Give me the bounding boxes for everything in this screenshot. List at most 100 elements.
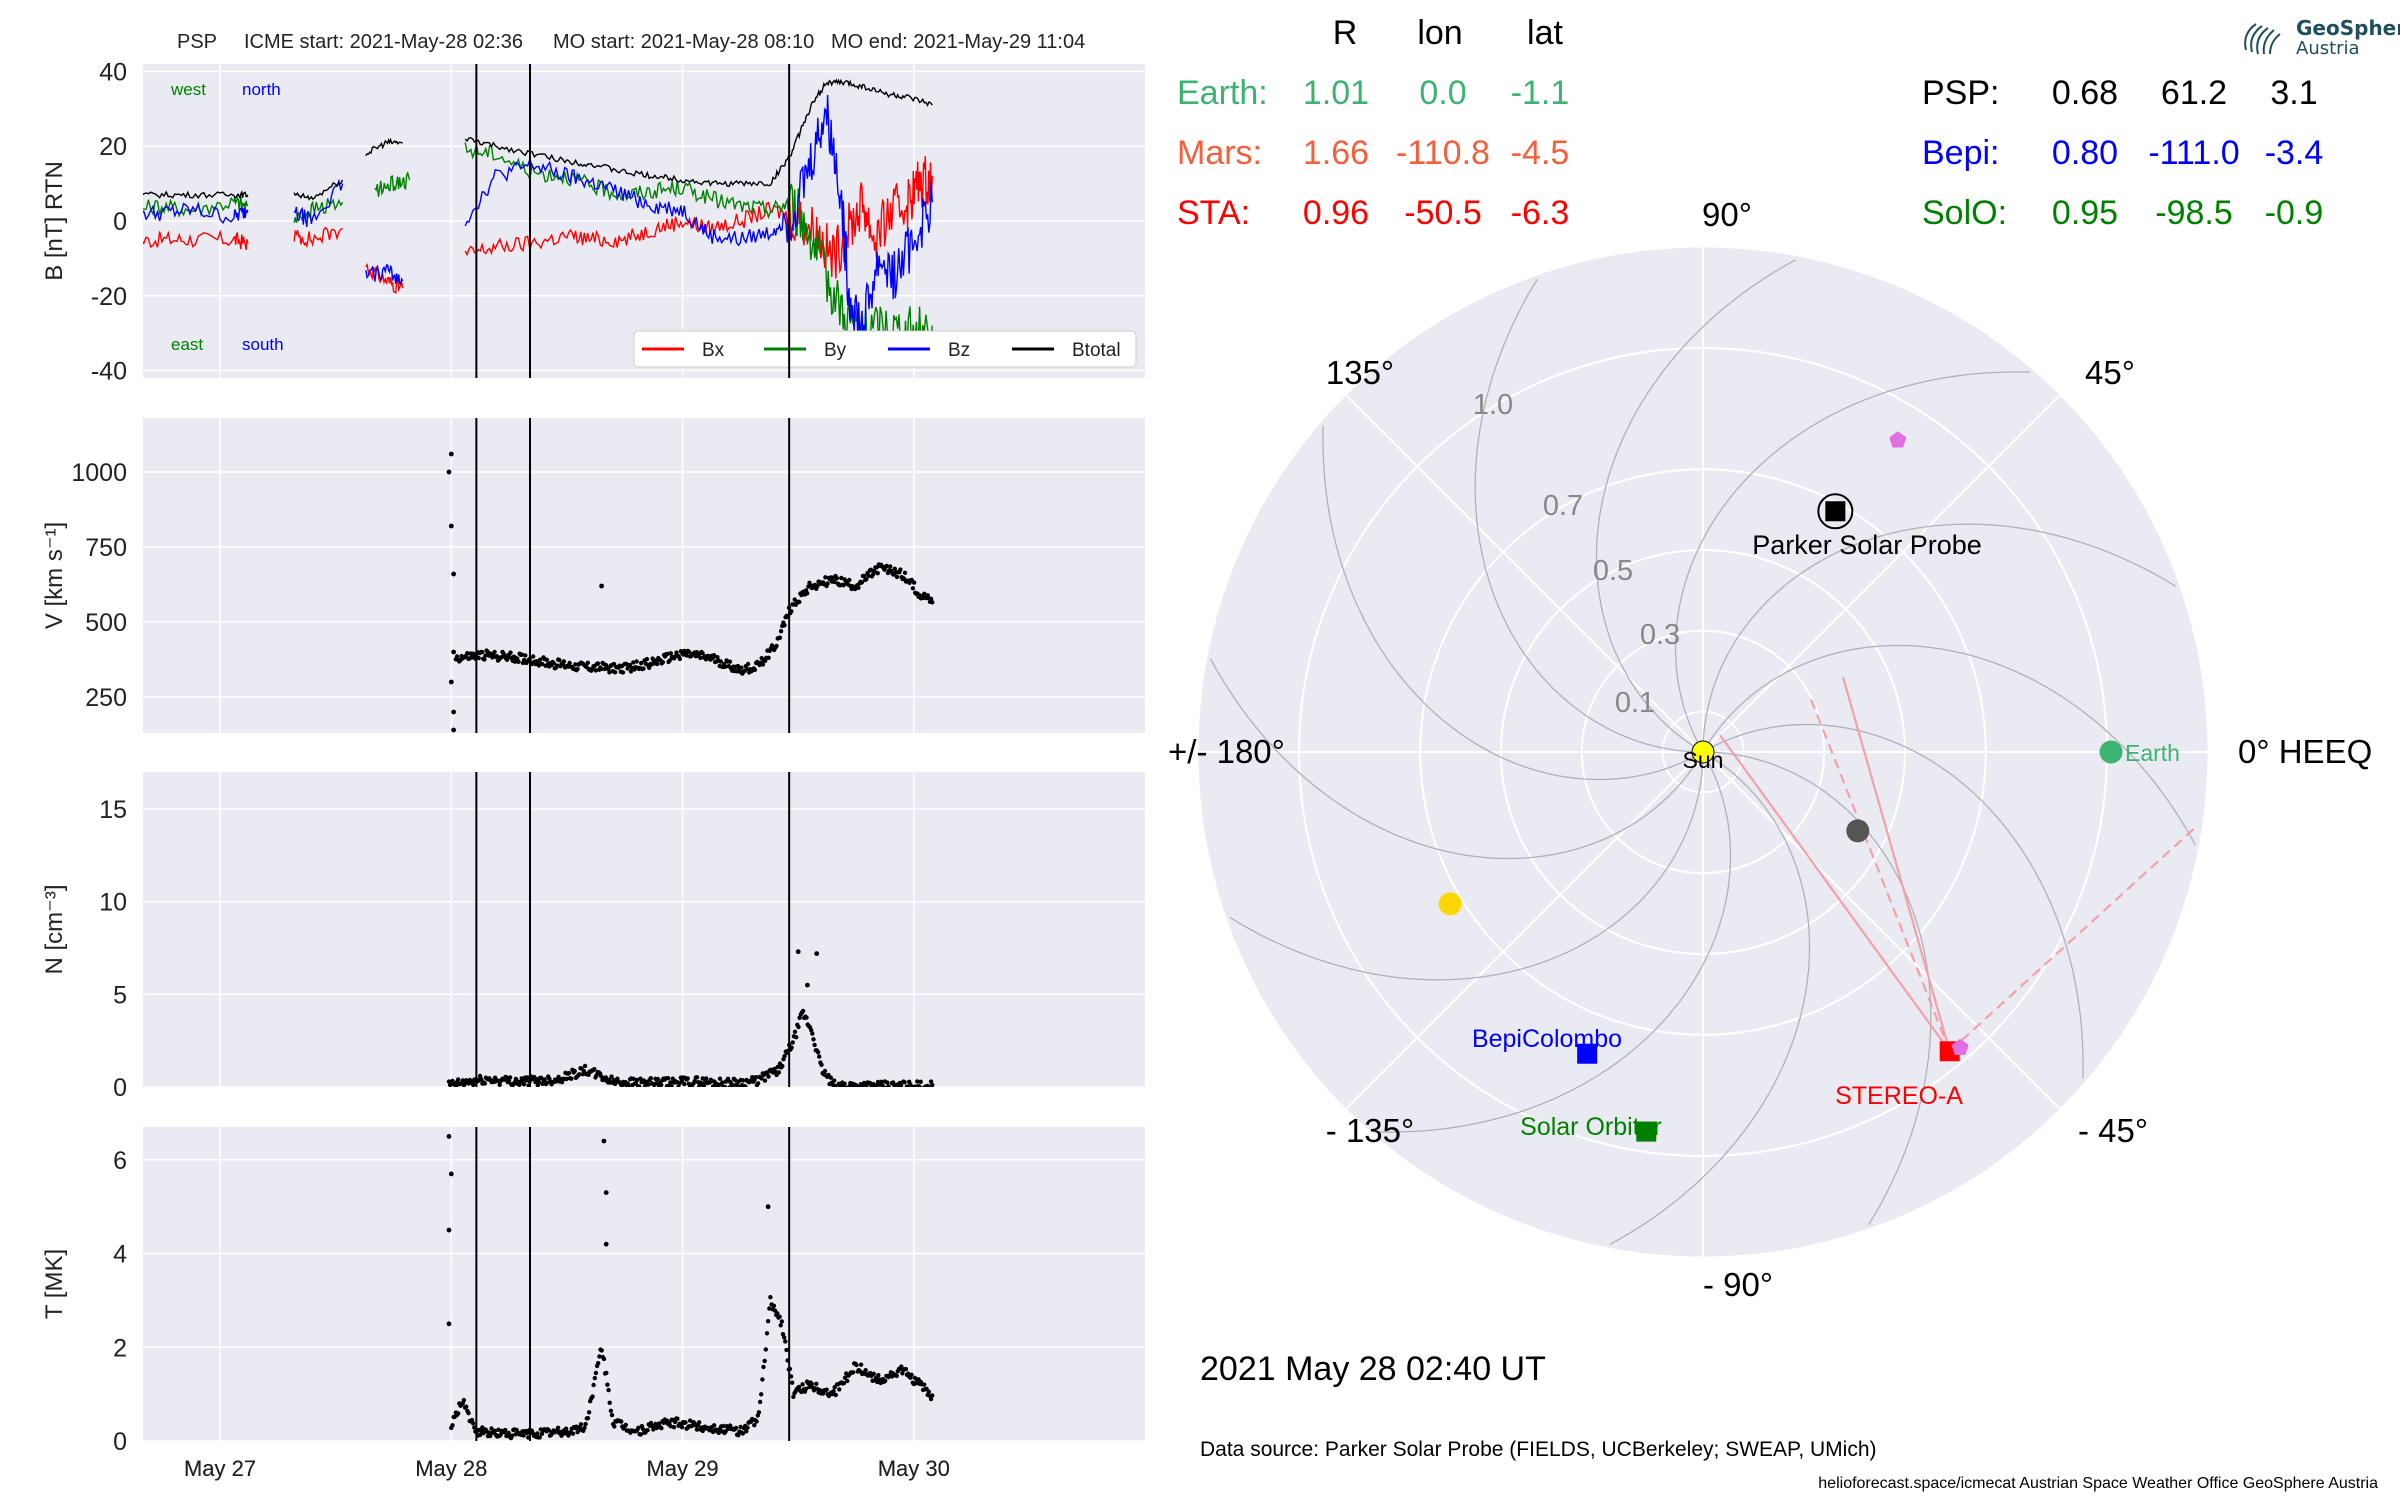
- spiral-line: [1709, 723, 2084, 1079]
- data-point: [503, 1427, 508, 1433]
- row-lat: -0.9: [2265, 194, 2324, 232]
- data-point: [727, 1085, 732, 1087]
- data-point: [679, 1425, 685, 1430]
- data-point: [482, 1081, 487, 1086]
- data-point: [898, 567, 903, 572]
- data-point: [883, 1378, 888, 1384]
- data-point: [874, 1087, 878, 1091]
- y-tick-label: -20: [91, 283, 127, 311]
- data-point: [777, 635, 783, 640]
- data-point: [701, 1083, 707, 1087]
- data-point: [814, 951, 820, 956]
- data-point: [782, 623, 787, 628]
- spiral-line: [1210, 658, 1700, 860]
- data-point: [860, 1088, 864, 1092]
- data-point: [760, 662, 766, 667]
- data-point: [660, 660, 665, 665]
- data-point: [926, 1389, 931, 1394]
- data-point: [906, 1088, 910, 1092]
- data-point: [649, 662, 654, 667]
- legend-label-by: By: [824, 340, 847, 361]
- data-point: [712, 1423, 717, 1428]
- row-lat: -4.5: [1511, 134, 1570, 172]
- data-point: [536, 1079, 542, 1085]
- radial-tick-label: 0.5: [1593, 555, 1633, 587]
- data-point: [790, 1380, 795, 1385]
- data-point: [648, 1076, 653, 1081]
- y-tick-label: 10: [99, 889, 127, 917]
- data-point: [605, 1382, 610, 1387]
- data-point: [665, 651, 670, 657]
- data-point: [872, 568, 877, 574]
- data-point: [717, 1076, 723, 1081]
- data-point: [740, 1078, 746, 1083]
- data-point: [488, 1433, 493, 1439]
- data-point: [752, 667, 758, 672]
- data-point: [918, 1079, 923, 1085]
- y-tick-label: 750: [85, 534, 127, 562]
- y-axis-label: V [km s⁻¹]: [41, 522, 68, 629]
- col-header-lat: lat: [1527, 14, 1563, 52]
- icme-start-text: ICME start: 2021-May-28 02:36: [244, 31, 523, 53]
- data-point: [620, 670, 626, 675]
- parker-spirals: [1210, 259, 2196, 1245]
- orbit-polar-plot: 0.1 0.30.5 0.7 1.0 90° 45° 0° HEEQ - 45° - 90° - …: [1168, 196, 2372, 1303]
- plot-area: [446, 451, 935, 733]
- panel-background: [143, 418, 1145, 733]
- body-label: BepiColombo: [1472, 1025, 1622, 1053]
- data-point: [578, 1422, 584, 1427]
- data-point: [767, 1306, 772, 1311]
- body-marker: [1846, 819, 1870, 843]
- data-point: [544, 657, 550, 662]
- data-point: [573, 662, 578, 667]
- data-point: [704, 1076, 709, 1081]
- data-point: [694, 1427, 700, 1432]
- data-point: [668, 1424, 673, 1429]
- data-point: [612, 670, 618, 675]
- data-point: [901, 576, 906, 581]
- data-point: [789, 609, 794, 614]
- footer-credits: helioforecast.space/icmecat Austrian Spa…: [1818, 1475, 2378, 1492]
- data-point: [885, 1080, 890, 1085]
- body-label: Sun: [1683, 747, 1724, 773]
- body-marker: [1577, 1043, 1598, 1064]
- row-name: SolO:: [1922, 194, 2007, 232]
- data-point: [759, 1076, 764, 1081]
- data-point: [546, 1428, 552, 1433]
- data-point: [792, 1029, 798, 1035]
- body-label: Earth: [2125, 740, 2180, 766]
- data-point: [833, 1392, 838, 1398]
- data-point: [792, 597, 797, 602]
- panel-T: 0 2 4 6 T [MK] May 27 May 28 May 29 May 30: [41, 1127, 1145, 1481]
- data-point: [590, 1394, 595, 1399]
- body-marker: [1889, 431, 1907, 448]
- data-point: [659, 1082, 664, 1087]
- data-point: [825, 581, 830, 586]
- data-point: [868, 567, 874, 572]
- data-point: [521, 1433, 526, 1438]
- data-point: [805, 982, 810, 988]
- data-point: [686, 649, 692, 654]
- data-point: [700, 651, 705, 656]
- data-point: [559, 1080, 565, 1085]
- row-lat: -1.1: [1511, 74, 1570, 112]
- data-point: [812, 1042, 817, 1048]
- data-point: [477, 1432, 483, 1438]
- data-point: [628, 669, 634, 674]
- data-point: [631, 660, 636, 665]
- data-point: [672, 1419, 678, 1425]
- row-lon: -50.5: [1404, 194, 1482, 232]
- data-point: [496, 1427, 501, 1433]
- data-point: [863, 1088, 867, 1092]
- label-east: east: [171, 335, 203, 354]
- data-point: [531, 654, 536, 659]
- data-point: [784, 1347, 789, 1353]
- data-point: [863, 1368, 868, 1373]
- spiral-line: [1711, 751, 1932, 1226]
- angle-label: 0° HEEQ: [2238, 733, 2372, 770]
- data-point: [773, 1069, 778, 1074]
- data-point: [764, 1331, 770, 1336]
- data-point: [612, 1424, 617, 1429]
- data-point: [796, 1384, 802, 1390]
- body-bepicolombo: BepiColombo: [1472, 1025, 1622, 1064]
